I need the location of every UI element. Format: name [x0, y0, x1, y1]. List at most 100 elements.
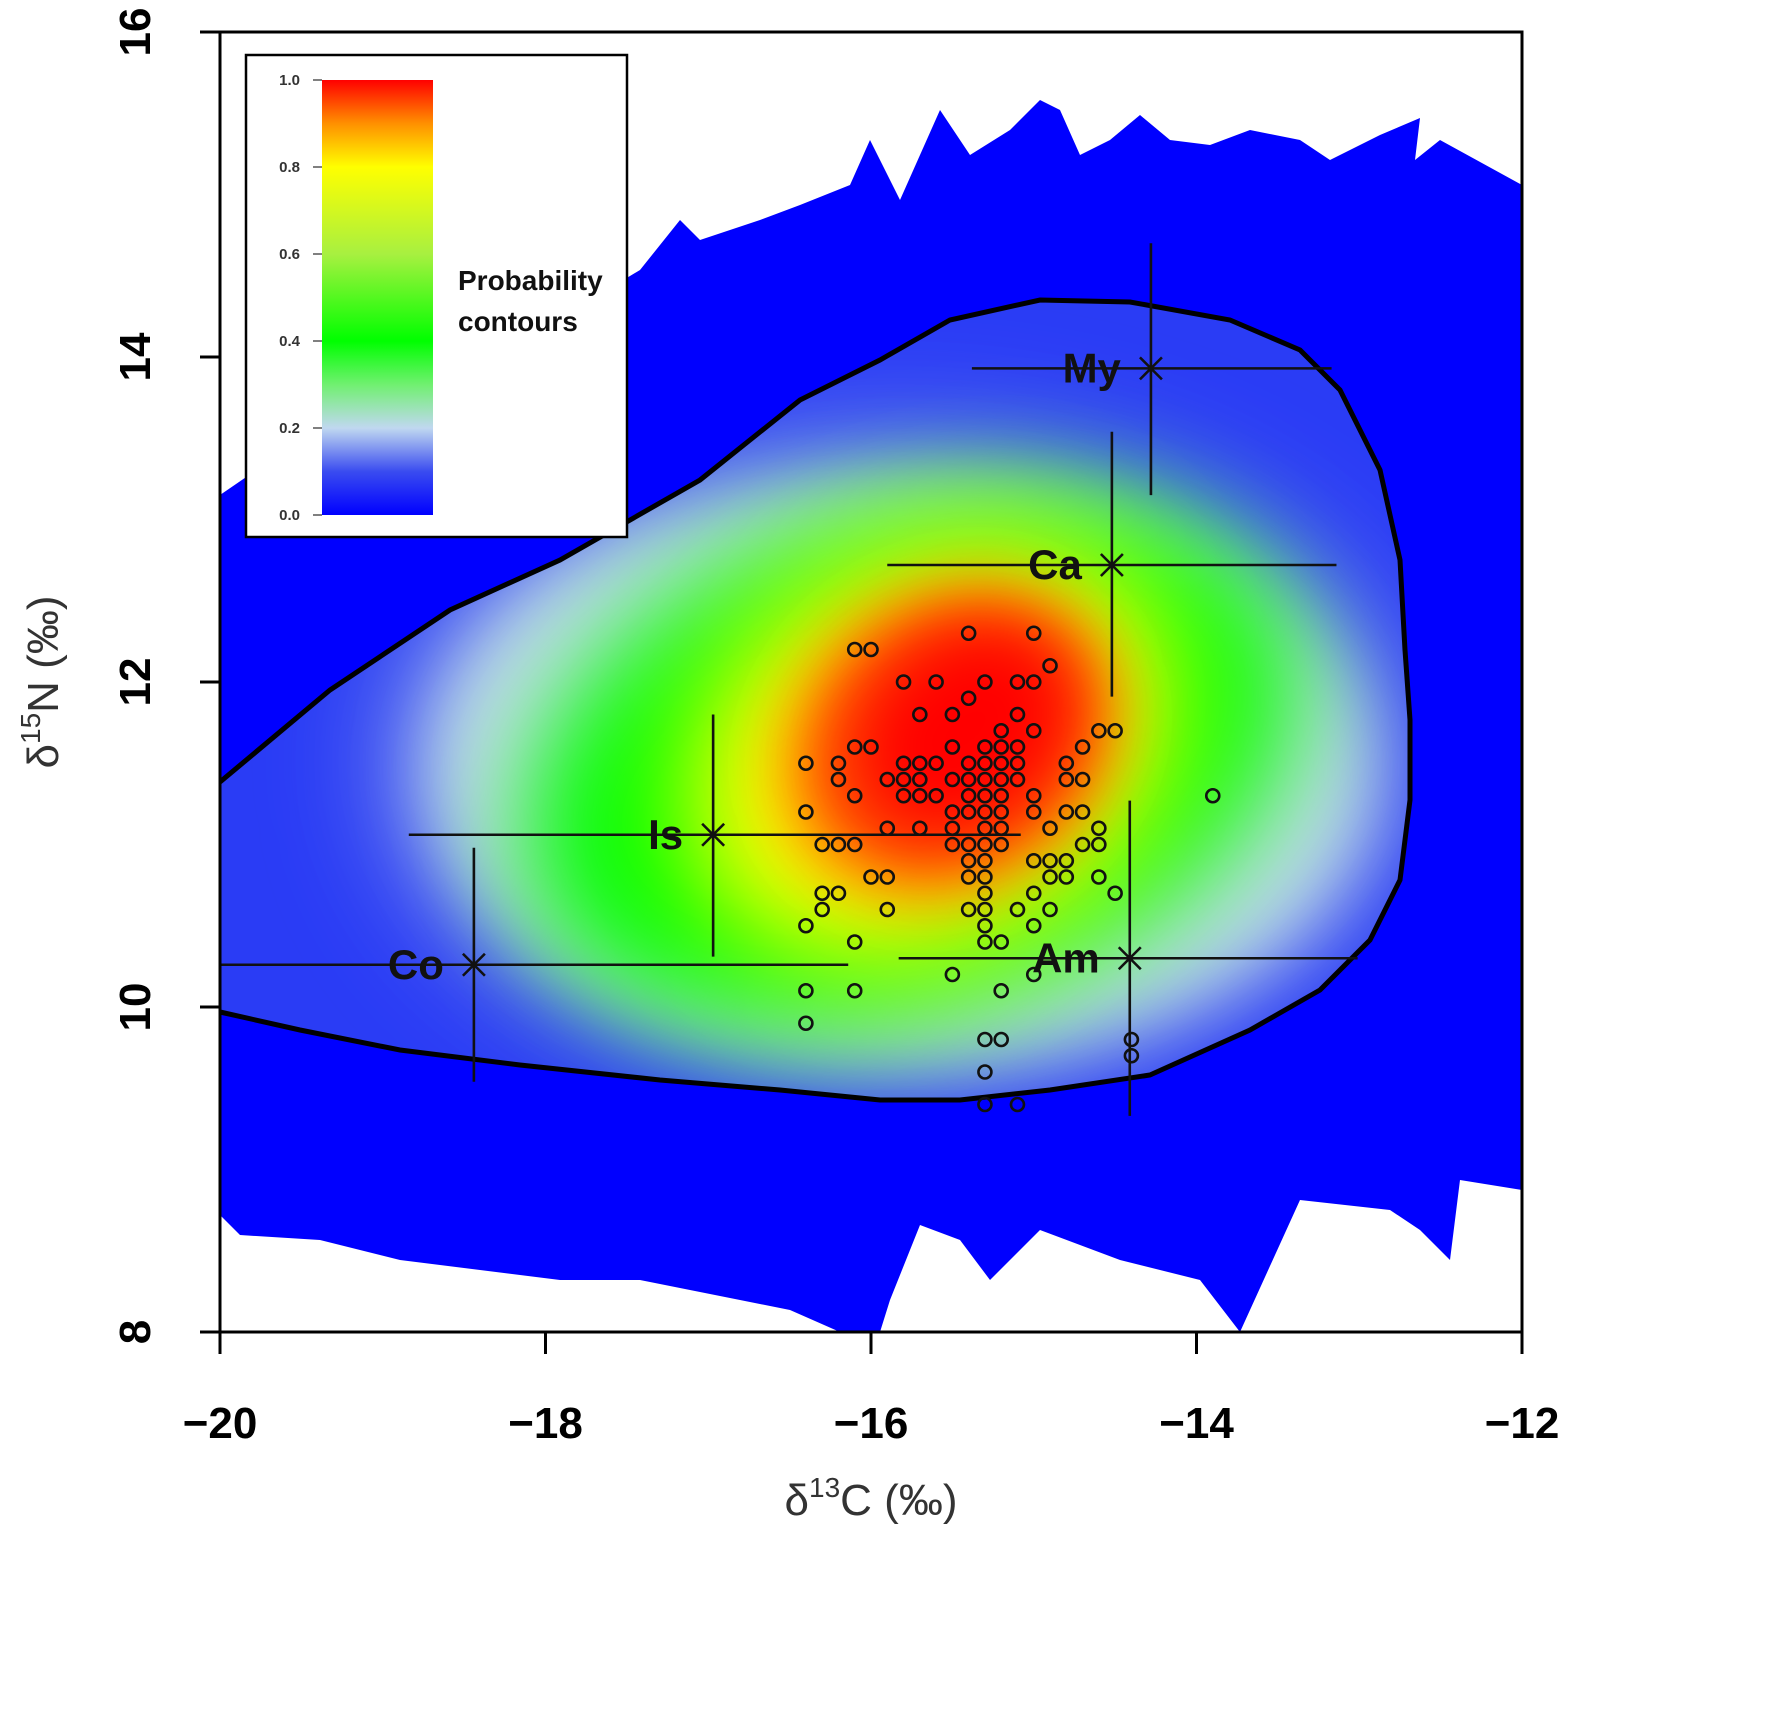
legend-tick-label: 0.4: [279, 333, 301, 350]
data-point: [1058, 804, 1075, 820]
data-point: [977, 852, 993, 869]
data-point: [1058, 771, 1075, 788]
data-point: [1058, 869, 1075, 885]
data-point: [1025, 966, 1042, 983]
data-point: [1091, 722, 1107, 739]
data-point: [977, 1031, 993, 1048]
data-point: [960, 690, 977, 707]
legend-tick-label: 1.0: [279, 72, 300, 89]
source-label: Ca: [1028, 541, 1082, 588]
data-point: [895, 755, 912, 772]
data-point: [977, 869, 993, 885]
outer-contour-line: [220, 297, 1413, 1103]
data-point: [830, 771, 847, 788]
data-point: [944, 706, 961, 723]
source-mean-marker: [1117, 946, 1142, 971]
data-point: [814, 885, 830, 902]
data-point: [846, 641, 863, 658]
data-point: [1025, 917, 1042, 934]
data-point: [846, 982, 863, 999]
data-point: [830, 885, 847, 902]
data-point: [1204, 787, 1221, 804]
data-point: [1123, 1031, 1140, 1048]
data-point: [1042, 869, 1058, 885]
data-point: [1074, 836, 1091, 853]
data-point: [846, 836, 863, 853]
data-point: [993, 836, 1010, 853]
data-point: [993, 722, 1010, 739]
data-point: [830, 755, 847, 772]
data-point: [960, 804, 977, 820]
y-tick-label: 10: [111, 983, 160, 1032]
data-point: [879, 771, 896, 788]
data-point: [863, 641, 879, 658]
data-point: [1107, 885, 1123, 902]
data-point: [798, 804, 814, 820]
data-point: [798, 917, 814, 934]
data-point: [1009, 739, 1026, 755]
legend-color-scale: [322, 80, 433, 515]
consumer-points: [798, 625, 1221, 1113]
data-point: [1107, 722, 1123, 739]
data-point: [1025, 722, 1042, 739]
data-point: [1009, 755, 1026, 772]
data-point: [1123, 1047, 1140, 1064]
data-point: [1091, 836, 1107, 853]
source-mean-marker: [461, 952, 486, 977]
data-point: [944, 771, 961, 788]
data-point: [814, 836, 830, 853]
source-am: Am: [898, 800, 1358, 1116]
data-point: [977, 934, 993, 950]
data-point: [1025, 852, 1042, 869]
data-point: [895, 787, 912, 804]
y-axis-title: δ15N (‰): [15, 596, 68, 769]
data-point: [960, 852, 977, 869]
x-axis-title: δ13C (‰): [785, 1472, 958, 1525]
source-label: Am: [1032, 934, 1100, 981]
data-point: [977, 1096, 993, 1113]
density-surface: My Ca Is Co Am: [220, 100, 1522, 1332]
legend-title-line2: contours: [458, 306, 578, 337]
data-point: [1074, 804, 1091, 820]
source-mean-marker: [1099, 553, 1124, 577]
data-point: [1074, 739, 1091, 755]
data-point: [1009, 771, 1026, 788]
data-point: [1042, 820, 1058, 837]
x-tick-label: −16: [834, 1399, 909, 1448]
data-point: [977, 739, 993, 755]
data-point: [1025, 804, 1042, 820]
data-point: [895, 674, 912, 690]
data-point: [960, 901, 977, 918]
source-is: Is: [408, 714, 1021, 957]
data-point: [863, 869, 879, 885]
x-tick-label: −12: [1485, 1399, 1560, 1448]
data-point: [977, 674, 993, 690]
legend-tick-label: 0.0: [279, 507, 300, 524]
data-point: [1009, 706, 1026, 723]
data-point: [993, 804, 1010, 820]
source-ca: Ca: [887, 431, 1337, 697]
data-point: [912, 706, 928, 723]
data-point: [895, 771, 912, 788]
data-point: [846, 739, 863, 755]
data-point: [912, 771, 928, 788]
data-point: [993, 787, 1010, 804]
legend-tick-label: 0.2: [279, 420, 300, 437]
data-point: [814, 901, 830, 918]
data-point: [960, 771, 977, 788]
data-point: [1025, 787, 1042, 804]
legend: 1.0 0.8 0.6 0.4 0.2 0.0 Probability contours: [244, 53, 629, 539]
y-tick-label: 12: [111, 658, 160, 707]
legend-scale-ticks: 1.0 0.8 0.6 0.4 0.2 0.0: [279, 72, 322, 524]
data-point: [1042, 852, 1058, 869]
legend-box: [244, 53, 629, 539]
source-label: Is: [648, 811, 683, 858]
data-point: [993, 739, 1010, 755]
data-point: [1025, 625, 1042, 642]
data-point: [1091, 869, 1107, 885]
data-point: [960, 869, 977, 885]
data-point: [1042, 657, 1058, 674]
data-point: [977, 917, 993, 934]
data-point: [1042, 901, 1058, 918]
